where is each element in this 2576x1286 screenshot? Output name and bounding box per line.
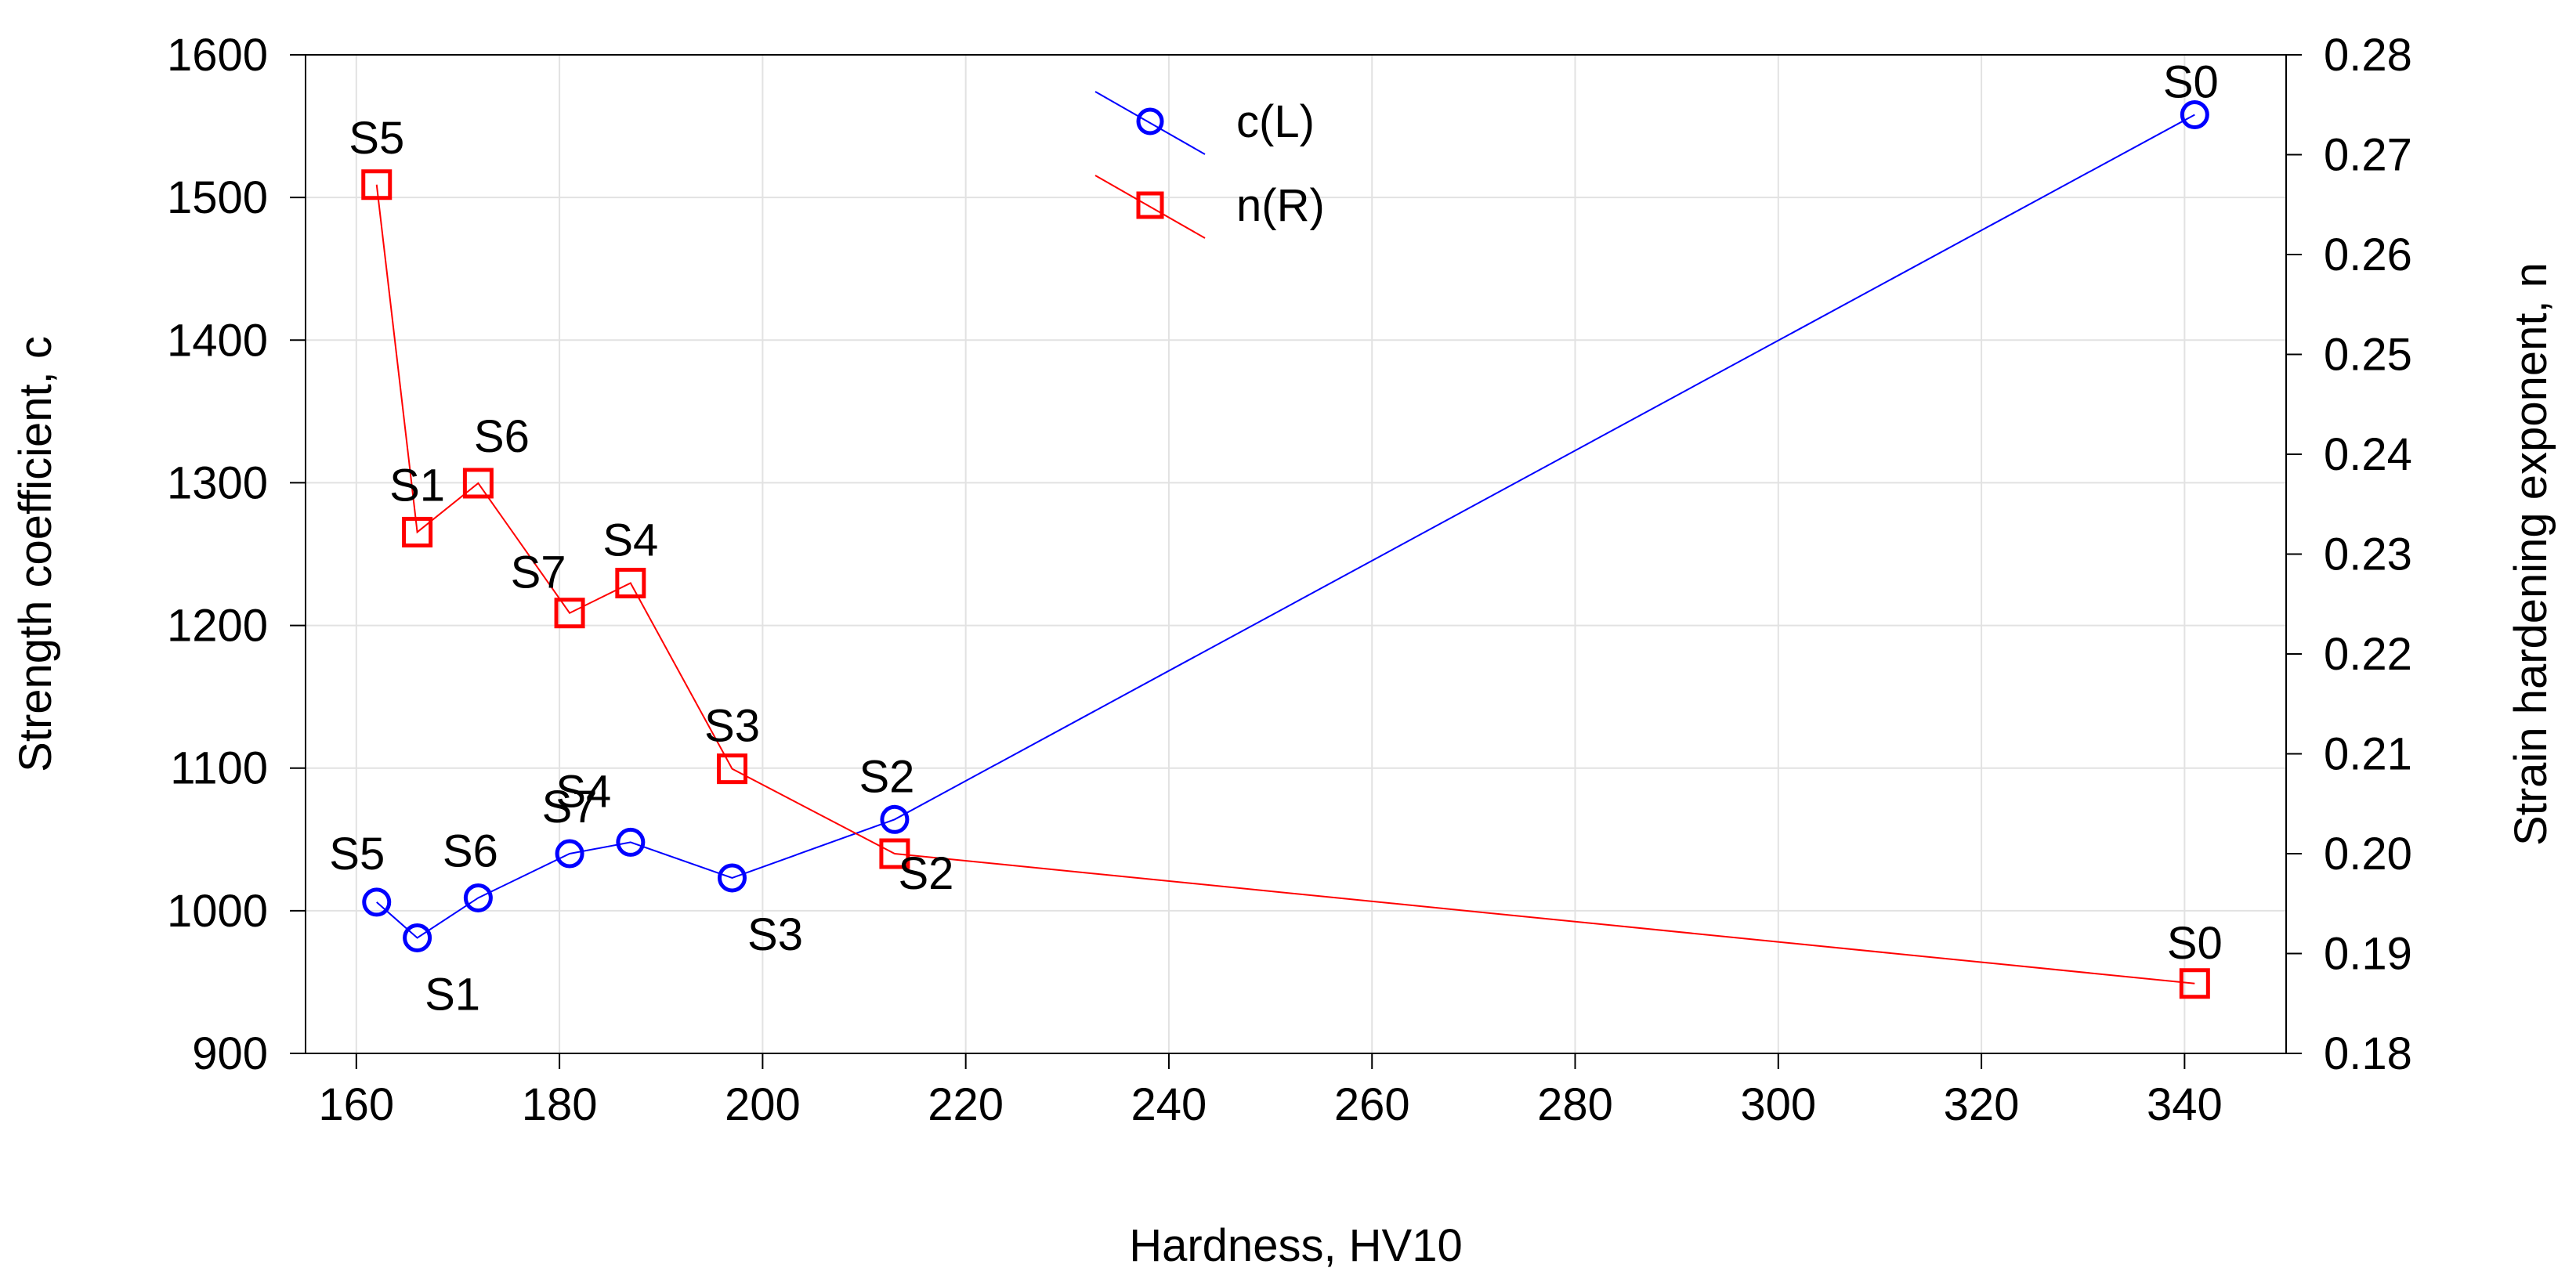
y-left-tick-label: 1400 bbox=[167, 315, 268, 366]
point-label-c: S7 bbox=[542, 782, 598, 833]
y-right-tick-label: 0.22 bbox=[2324, 629, 2412, 680]
y-right-tick-label: 0.19 bbox=[2324, 929, 2412, 980]
data-point-c bbox=[880, 804, 910, 834]
point-label-c: S6 bbox=[443, 825, 498, 876]
point-label-c: S1 bbox=[425, 969, 480, 1020]
data-point-n bbox=[361, 169, 393, 200]
legend: c(L) n(R) bbox=[1094, 91, 1325, 239]
x-tick-label: 300 bbox=[1740, 1079, 1816, 1130]
series-line-n bbox=[375, 184, 2195, 984]
legend-line bbox=[1094, 91, 1206, 155]
data-point-c bbox=[403, 923, 432, 952]
data-point-n bbox=[615, 567, 646, 598]
y-left-tick-label: 1200 bbox=[167, 601, 268, 652]
y-left-tick-label: 1300 bbox=[167, 457, 268, 508]
point-label-c: S5 bbox=[329, 829, 385, 880]
y-left-tick-label: 900 bbox=[192, 1028, 268, 1079]
data-point-c bbox=[463, 883, 493, 912]
y-right-tick-label: 0.27 bbox=[2324, 130, 2412, 181]
data-point-n bbox=[402, 516, 433, 547]
y-right-tick-label: 0.26 bbox=[2324, 229, 2412, 280]
point-label-n: S3 bbox=[704, 701, 760, 752]
data-point-n bbox=[2179, 968, 2210, 999]
y-right-tick-label: 0.20 bbox=[2324, 829, 2412, 880]
point-label-n: S6 bbox=[474, 411, 530, 462]
legend-item: c(L) bbox=[1094, 91, 1315, 155]
point-label-n: S4 bbox=[602, 515, 658, 565]
data-point-n bbox=[462, 468, 494, 499]
x-tick-label: 280 bbox=[1537, 1079, 1613, 1130]
y-axis-right-label: Strain hardening exponent, n bbox=[2505, 262, 2556, 846]
y-left-tick-label: 1500 bbox=[167, 172, 268, 223]
point-label-n: S7 bbox=[511, 547, 566, 598]
y-axis-left-label: Strength coefficient, c bbox=[10, 336, 61, 772]
x-tick-label: 320 bbox=[1944, 1079, 2020, 1130]
y-left-tick-label: 1000 bbox=[167, 886, 268, 937]
legend-item: n(R) bbox=[1094, 175, 1325, 239]
y-left-tick-label: 1100 bbox=[170, 743, 268, 794]
y-right-tick-label: 0.23 bbox=[2324, 529, 2412, 580]
data-point-n bbox=[554, 598, 585, 629]
y-right-tick-label: 0.21 bbox=[2324, 729, 2412, 780]
x-tick-label: 260 bbox=[1334, 1079, 1410, 1130]
data-point-n bbox=[879, 838, 910, 869]
point-label-c: S4 bbox=[555, 766, 611, 817]
x-tick-label: 200 bbox=[725, 1079, 801, 1130]
x-tick-label: 220 bbox=[928, 1079, 1004, 1130]
data-point-c bbox=[2180, 100, 2209, 129]
point-label-c: S3 bbox=[747, 909, 803, 960]
y-left-tick-label: 1600 bbox=[167, 30, 268, 81]
point-label-n: S0 bbox=[2167, 918, 2223, 969]
point-label-n: S1 bbox=[389, 460, 445, 511]
data-point-c bbox=[717, 863, 747, 893]
point-label-c: S2 bbox=[859, 751, 914, 802]
legend-marker bbox=[1136, 107, 1164, 135]
y-right-tick-label: 0.25 bbox=[2324, 330, 2412, 381]
point-label-n: S2 bbox=[898, 848, 953, 899]
legend-line bbox=[1094, 175, 1206, 239]
x-tick-label: 340 bbox=[2147, 1079, 2223, 1130]
x-tick-label: 180 bbox=[522, 1079, 598, 1130]
data-point-c bbox=[362, 887, 392, 917]
x-tick-label: 240 bbox=[1131, 1079, 1207, 1130]
legend-marker bbox=[1136, 191, 1164, 219]
x-axis-label: Hardness, HV10 bbox=[1129, 1220, 1463, 1271]
y-right-tick-label: 0.18 bbox=[2324, 1028, 2412, 1079]
point-label-n: S5 bbox=[349, 113, 404, 164]
data-point-c bbox=[616, 827, 646, 857]
x-tick-label: 160 bbox=[318, 1079, 394, 1130]
point-label-c: S0 bbox=[2163, 57, 2219, 108]
data-point-c bbox=[555, 839, 584, 869]
legend-label: c(L) bbox=[1236, 96, 1315, 147]
data-point-n bbox=[716, 753, 747, 785]
y-right-tick-label: 0.28 bbox=[2324, 30, 2412, 81]
axes: 160 180 200 220 240 260 280 300 320 340 900 1000 110… bbox=[167, 30, 2412, 1130]
legend-label: n(R) bbox=[1236, 180, 1325, 231]
y-right-tick-label: 0.24 bbox=[2324, 429, 2412, 480]
